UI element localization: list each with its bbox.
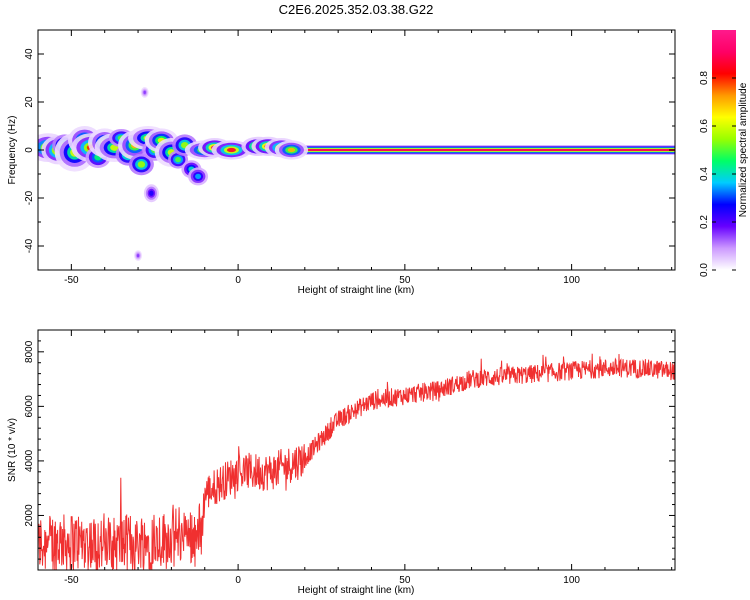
y-tick-label: 0 bbox=[24, 147, 35, 153]
x-tick-label: 0 bbox=[235, 575, 241, 586]
spectral-blob bbox=[211, 140, 252, 160]
colorbar-tick-label: 0.8 bbox=[699, 71, 710, 85]
x-tick-label: 0 bbox=[235, 275, 241, 286]
spectral-blob bbox=[128, 153, 154, 176]
colorbar-tick-label: 0.2 bbox=[699, 215, 710, 229]
y-tick-label: -20 bbox=[24, 190, 35, 205]
spectrogram-x-axis: -50 0 50 100 bbox=[37, 30, 673, 286]
x-tick-label: 100 bbox=[563, 575, 580, 586]
spectral-blob bbox=[143, 184, 159, 203]
y-tick-label: 40 bbox=[24, 48, 35, 60]
y-tick-label: 6000 bbox=[24, 395, 35, 418]
x-tick-label: -50 bbox=[64, 275, 79, 286]
spectrogram-y-axis: -40 -20 0 20 40 bbox=[24, 29, 675, 271]
colorbar-gradient bbox=[712, 30, 736, 270]
snr-y-axis: 2000 4000 6000 8000 bbox=[24, 329, 675, 571]
y-tick-label: 20 bbox=[24, 96, 35, 108]
colorbar-ticks: 0.0 0.2 0.4 0.6 0.8 bbox=[699, 71, 736, 277]
spectrogram-x-label: Height of straight line (km) bbox=[298, 285, 415, 296]
spectrogram-y-label: Frequency (Hz) bbox=[7, 116, 18, 185]
x-tick-label: 50 bbox=[399, 275, 411, 286]
y-tick-label: -40 bbox=[24, 238, 35, 253]
spectral-blob bbox=[188, 167, 209, 186]
snr-panel: -50 0 50 100 2000 4000 6000 8000 Height of str… bbox=[7, 329, 676, 596]
x-tick-label: 100 bbox=[563, 275, 580, 286]
colorbar-tick-label: 0.4 bbox=[699, 167, 710, 181]
snr-plot-area bbox=[38, 353, 675, 570]
x-tick-label: 50 bbox=[399, 575, 411, 586]
y-tick-label: 2000 bbox=[24, 504, 35, 527]
y-tick-label: 4000 bbox=[24, 449, 35, 472]
y-tick-label: 8000 bbox=[24, 340, 35, 363]
spectrogram-panel: -50 0 50 100 -40 -20 0 20 40 Height of straight… bbox=[7, 29, 676, 296]
spectral-ridge bbox=[204, 145, 675, 155]
colorbar-label: Normalized spectral amplitude bbox=[738, 82, 749, 217]
snr-x-label: Height of straight line (km) bbox=[298, 585, 415, 596]
figure-title: C2E6.2025.352.03.38.G22 bbox=[279, 2, 434, 17]
x-tick-label: -50 bbox=[64, 575, 79, 586]
spectral-blob bbox=[274, 140, 309, 160]
colorbar-tick-label: 0.6 bbox=[699, 119, 710, 133]
colorbar: 0.0 0.2 0.4 0.6 0.8 Normalized spectral ampl… bbox=[699, 30, 749, 277]
snr-series-line bbox=[38, 353, 675, 570]
spectral-blob bbox=[134, 250, 143, 261]
snr-x-axis: -50 0 50 100 bbox=[37, 330, 673, 586]
snr-y-label: SNR (10 * v/v) bbox=[7, 418, 18, 482]
colorbar-tick-label: 0.0 bbox=[699, 263, 710, 277]
spectral-blob bbox=[140, 87, 149, 98]
spectrogram-plot-area bbox=[38, 87, 675, 261]
